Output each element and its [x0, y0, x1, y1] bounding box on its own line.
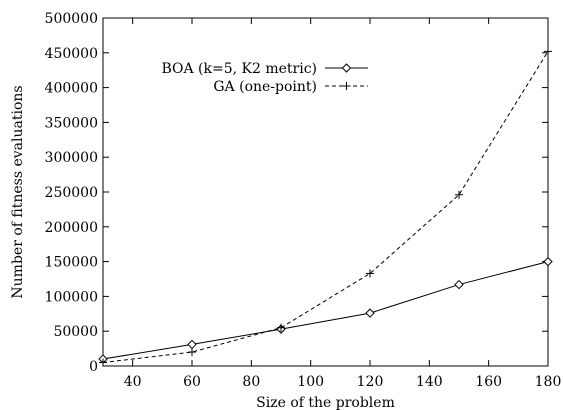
y-tick-label: 300000 — [45, 150, 98, 166]
legend-marker-2 — [342, 82, 351, 90]
y-tick-label: 150000 — [45, 255, 98, 271]
x-axis-title: Size of the problem — [256, 395, 395, 410]
x-tick-label: 60 — [183, 374, 201, 390]
y-axis: 0 50000 100000 150000 200000 250000 300000 3500… — [45, 11, 548, 375]
legend: BOA (k=5, K2 metric) GA (one-point) — [161, 61, 368, 95]
x-axis: 40 60 80 100 120 140 160 180 — [124, 18, 562, 390]
y-tick-label: 450000 — [45, 46, 98, 62]
data-point-2 — [366, 269, 374, 278]
data-point-2 — [277, 323, 285, 332]
x-tick-label: 80 — [242, 374, 260, 390]
x-tick-label: 100 — [297, 374, 324, 390]
data-point-1 — [543, 256, 553, 267]
data-point-1 — [187, 339, 197, 350]
series-line-1 — [102, 261, 549, 360]
x-tick-label: 140 — [416, 374, 443, 390]
legend-label-1: BOA (k=5, K2 metric) — [161, 61, 317, 77]
legend-marker-1 — [341, 63, 352, 73]
y-axis-title: Number of fitness evaluations — [10, 85, 26, 298]
y-tick-label: 350000 — [45, 115, 98, 131]
series-layer — [98, 47, 553, 367]
y-tick-label: 50000 — [53, 324, 98, 340]
x-tick-label: 160 — [475, 374, 502, 390]
data-point-1 — [365, 308, 375, 318]
data-point-2 — [544, 47, 552, 56]
data-point-1 — [454, 279, 464, 290]
data-point-2 — [99, 358, 107, 367]
y-tick-label: 0 — [89, 359, 98, 375]
y-tick-label: 400000 — [45, 81, 98, 97]
legend-label-2: GA (one-point) — [213, 79, 317, 95]
x-tick-label: 120 — [357, 374, 384, 390]
x-tick-label: 40 — [124, 374, 142, 390]
data-point-2 — [455, 190, 463, 199]
y-tick-label: 200000 — [45, 220, 98, 236]
y-tick-label: 100000 — [45, 289, 98, 305]
y-tick-label: 250000 — [45, 185, 98, 201]
y-tick-label: 500000 — [45, 11, 98, 27]
x-tick-label: 180 — [535, 374, 562, 390]
data-point-2 — [188, 348, 196, 357]
series-line-2 — [102, 51, 549, 364]
